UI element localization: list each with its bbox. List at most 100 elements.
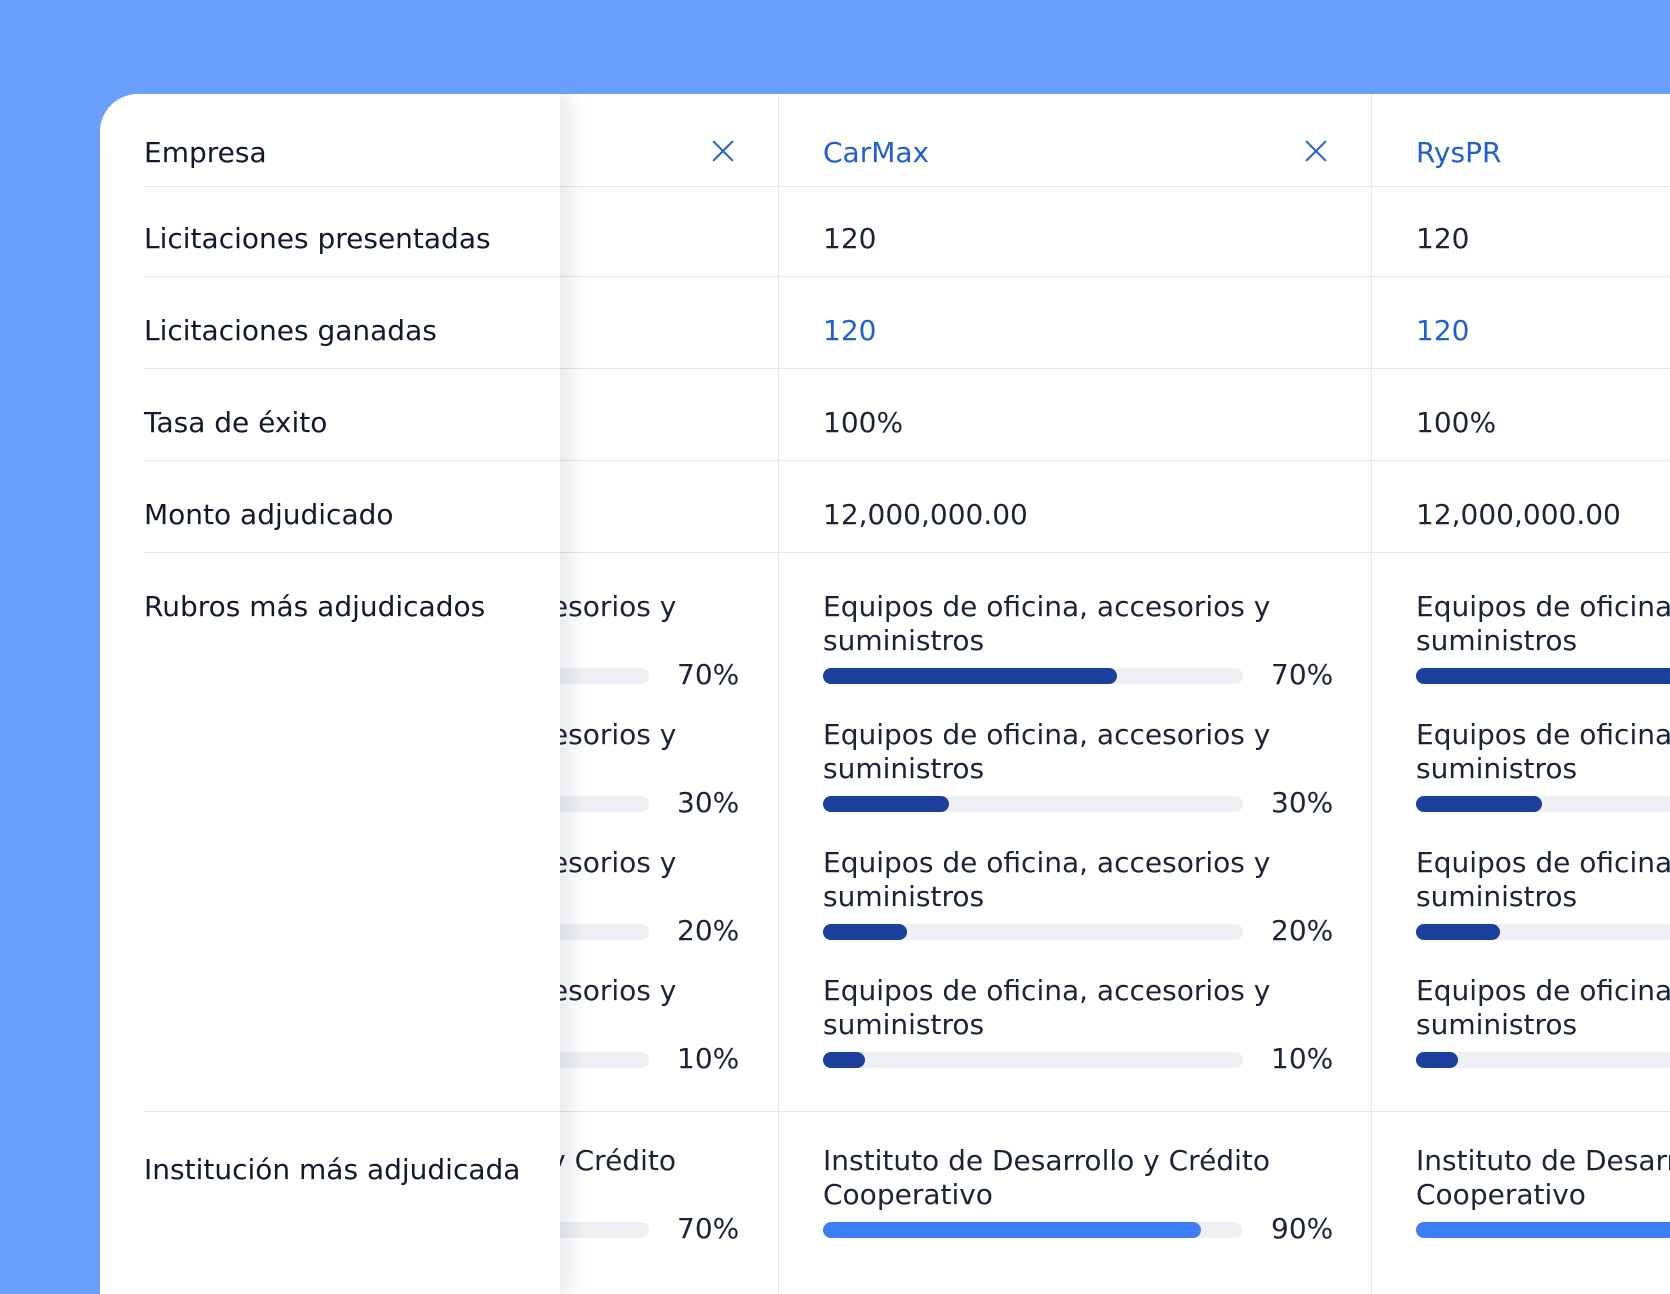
- label-empresa: Empresa: [144, 136, 267, 169]
- rubro-progress-fill: [1416, 668, 1670, 684]
- divider: [1372, 1111, 1670, 1112]
- institucion-label: Instituto de Desarrollo y Crédito Cooper…: [560, 1144, 676, 1177]
- divider: [779, 276, 1371, 277]
- divider: [560, 1111, 778, 1112]
- rubro-item: Equipos de oficina, accesorios y suminis…: [1416, 718, 1670, 812]
- tasa-value: 100%: [1416, 406, 1497, 439]
- rubro-item: Equipos de oficina, accesorios y suminis…: [560, 846, 739, 947]
- rubro-item: Equipos de oficina, accesorios y suminis…: [560, 974, 739, 1075]
- rubro-progress-track: [1416, 668, 1670, 684]
- ganadas-link[interactable]: 120: [823, 314, 877, 347]
- rubro-label: Equipos de oficina, accesorios y suminis…: [823, 846, 1271, 913]
- rubro-item: Equipos de oficina, accesorios y suminis…: [560, 718, 739, 819]
- rubro-progress-track: [560, 1052, 649, 1068]
- close-icon[interactable]: [712, 140, 734, 162]
- rubro-item: Equipos de oficina, accesorios y suminis…: [823, 590, 1333, 691]
- monto-value: 12,000,000.00: [560, 498, 734, 532]
- rubro-percent: 30%: [1271, 786, 1334, 819]
- rubro-label: Equipos de oficina, accesorios y suminis…: [1416, 590, 1670, 657]
- company-name[interactable]: RysPR: [1416, 136, 1502, 169]
- rubro-item: Equipos de oficina, accesorios y suminis…: [1416, 590, 1670, 684]
- rubro-progress-fill: [1416, 796, 1542, 812]
- rubro-label: Equipos de oficina, accesorios y suminis…: [560, 846, 677, 879]
- rubro-progress-fill: [823, 668, 1117, 684]
- divider: [144, 552, 560, 553]
- rubro-label: Equipos de oficina, accesorios y suminis…: [560, 590, 677, 623]
- rubro-progress-fill: [823, 924, 907, 940]
- rubro-progress-track: [823, 796, 1243, 812]
- label-ganadas: Licitaciones ganadas: [144, 314, 437, 347]
- rubro-label: Equipos de oficina, accesorios y suminis…: [823, 590, 1271, 657]
- institucion-progress-fill: [1416, 1222, 1670, 1238]
- divider: [144, 368, 560, 369]
- rubro-item: Equipos de oficina, accesorios y suminis…: [823, 846, 1333, 947]
- divider: [779, 368, 1371, 369]
- rubro-progress-track: [560, 796, 649, 812]
- rubro-percent: 70%: [677, 658, 740, 691]
- rubro-progress-track: [823, 668, 1243, 684]
- institucion-progress-track: [823, 1222, 1243, 1238]
- divider: [144, 460, 560, 461]
- rubro-progress-fill: [823, 1052, 865, 1068]
- institucion-percent: 90%: [1271, 1212, 1334, 1245]
- presentadas-value: 120: [1416, 222, 1470, 255]
- rubro-item: Equipos de oficina, accesorios y suminis…: [823, 974, 1333, 1075]
- label-monto: Monto adjudicado: [144, 498, 394, 531]
- divider: [560, 552, 778, 553]
- divider: [1372, 368, 1670, 369]
- label-tasa: Tasa de éxito: [144, 406, 328, 439]
- company-name[interactable]: CarMax: [823, 136, 930, 169]
- divider: [1372, 276, 1670, 277]
- rubro-label: Equipos de oficina, accesorios y suminis…: [560, 974, 677, 1007]
- company-column: RysPR 120 120 100% 12,000,000.00 Equipos de …: [1371, 94, 1670, 1294]
- ganadas-link[interactable]: 120: [1416, 314, 1470, 347]
- divider: [779, 1111, 1371, 1112]
- divider: [144, 1111, 560, 1112]
- rubro-item: Equipos de oficina, accesorios y suminis…: [560, 590, 739, 691]
- divider: [560, 276, 778, 277]
- monto-value: 12,000,000.00: [823, 498, 1028, 531]
- divider: [1372, 460, 1670, 461]
- rubro-progress-fill: [1416, 924, 1500, 940]
- divider: [1372, 186, 1670, 187]
- divider: [779, 552, 1371, 553]
- rubro-percent: 30%: [677, 786, 740, 819]
- rubro-progress-track: [823, 924, 1243, 940]
- institucion-item: Instituto de Desarrollo y Crédito Cooper…: [560, 1144, 739, 1245]
- divider: [144, 186, 560, 187]
- label-rubros: Rubros más adjudicados: [144, 590, 486, 623]
- tasa-value: 100%: [823, 406, 904, 439]
- rubro-label: Equipos de oficina, accesorios y suminis…: [560, 718, 677, 751]
- company-column: CarMax 120 120 100% 12,000,000.00 Equipos de…: [778, 94, 1371, 1294]
- institucion-label: Instituto de Desarrollo y Crédito Cooper…: [823, 1144, 1270, 1211]
- divider: [560, 460, 778, 461]
- rubro-item: Equipos de oficina, accesorios y suminis…: [1416, 974, 1670, 1068]
- label-institucion: Institución más adjudicada: [144, 1153, 521, 1186]
- label-presentadas: Licitaciones presentadas: [144, 222, 491, 255]
- rubro-progress-track: [560, 924, 649, 940]
- monto-value: 12,000,000.00: [1416, 498, 1621, 531]
- rubro-label: Equipos de oficina, accesorios y suminis…: [1416, 974, 1670, 1041]
- rubro-label: Equipos de oficina, accesorios y suminis…: [1416, 846, 1670, 913]
- rubro-percent: 10%: [1271, 1042, 1334, 1075]
- institucion-percent: 70%: [677, 1212, 740, 1245]
- rubro-label: Equipos de oficina, accesorios y suminis…: [823, 718, 1271, 785]
- rubro-percent: 10%: [677, 1042, 740, 1075]
- company-columns-viewport[interactable]: 12,000,000.00 Equipos de oficina, acceso…: [560, 94, 1670, 1294]
- institucion-label: Instituto de Desarrollo y Crédito Cooper…: [1416, 1144, 1670, 1211]
- close-icon[interactable]: [1305, 140, 1327, 162]
- divider: [779, 186, 1371, 187]
- institucion-progress-track: [560, 1222, 649, 1238]
- rubro-item: Equipos de oficina, accesorios y suminis…: [823, 718, 1333, 819]
- rubro-percent: 20%: [1271, 914, 1334, 947]
- divider: [560, 368, 778, 369]
- row-labels-panel: Empresa Licitaciones presentadas Licitac…: [100, 94, 560, 1294]
- rubro-progress-fill: [823, 796, 949, 812]
- rubro-progress-track: [1416, 796, 1670, 812]
- rubro-percent: 20%: [677, 914, 740, 947]
- divider: [1372, 552, 1670, 553]
- presentadas-value: 120: [823, 222, 877, 255]
- rubro-progress-track: [560, 668, 649, 684]
- institucion-item: Instituto de Desarrollo y Crédito Cooper…: [1416, 1144, 1670, 1238]
- rubro-percent: 70%: [1271, 658, 1334, 691]
